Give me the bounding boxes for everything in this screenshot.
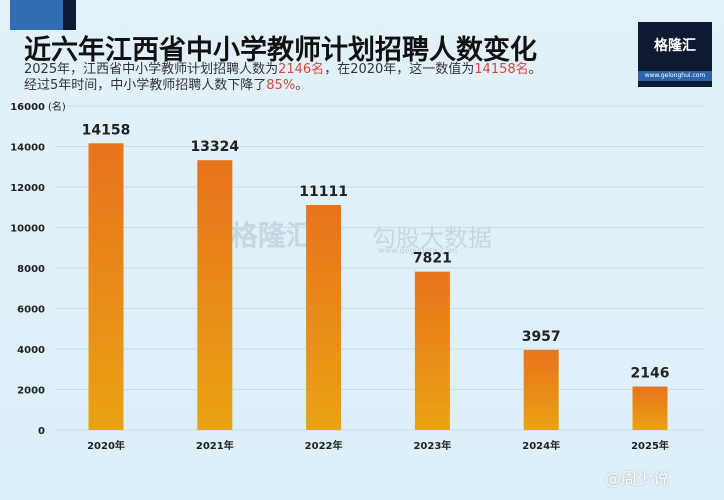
bar — [306, 205, 342, 430]
data-label: 11111 — [299, 184, 348, 200]
data-label: 3957 — [522, 329, 561, 345]
bar — [88, 143, 124, 430]
y-tick-label: 2000 — [17, 386, 45, 397]
subtitle-text: 。 — [528, 62, 542, 77]
x-tick-label: 2024年 — [522, 439, 560, 452]
data-label: 2146 — [631, 366, 670, 382]
author-credit: @周少说 — [605, 469, 670, 488]
subtitle-text: 2025年，江西省中小学教师计划招聘人数为 — [24, 62, 279, 77]
bar — [197, 160, 233, 430]
chart-subtitle: 2025年，江西省中小学教师计划招聘人数为2146名，在2020年，这一数值为1… — [24, 62, 542, 94]
y-tick-label: 12000 — [10, 183, 45, 194]
y-tick-label: 10000 — [10, 224, 45, 235]
x-tick-label: 2022年 — [305, 439, 343, 452]
data-label: 7821 — [413, 251, 452, 267]
data-label: 14158 — [82, 122, 131, 138]
subtitle-highlight: 14158名 — [474, 62, 529, 77]
watermark-name: 勾股大数据 — [372, 224, 492, 252]
bar — [523, 349, 559, 430]
header-decoration — [10, 0, 76, 30]
logo-url: www.gelonghui.com — [638, 71, 712, 81]
subtitle-text: 。 — [295, 78, 309, 93]
logo-text: 格隆汇 — [654, 38, 696, 54]
x-tick-label: 2020年 — [87, 439, 125, 452]
subtitle-highlight: 85% — [266, 78, 296, 93]
bar — [414, 271, 450, 430]
y-tick-label: 6000 — [17, 305, 45, 316]
chart-title: 近六年江西省中小学教师计划招聘人数变化 — [24, 35, 537, 66]
x-tick-label: 2023年 — [413, 439, 451, 452]
subtitle-highlight: 2146名 — [278, 62, 325, 77]
y-tick-label: 14000 — [10, 143, 45, 154]
brand-logo: 格隆汇 www.gelonghui.com — [638, 22, 712, 87]
watermark-url: www.gogudata.com — [378, 246, 458, 255]
subtitle-text: 经过5年时间，中小学教师招聘人数下降了 — [24, 78, 267, 93]
x-tick-label: 2021年 — [196, 439, 234, 452]
y-tick-label: 0 — [38, 426, 45, 437]
y-tick-label: 4000 — [17, 345, 45, 356]
y-unit-label: (名) — [48, 100, 66, 113]
y-tick-label: 8000 — [17, 264, 45, 275]
data-label: 13324 — [190, 139, 239, 155]
watermark-brand: 格隆汇 — [230, 219, 315, 252]
subtitle-text: ，在2020年，这一数值为 — [324, 62, 475, 77]
bar — [632, 386, 668, 430]
y-tick-label: 16000 — [10, 102, 45, 113]
x-tick-label: 2025年 — [631, 439, 669, 452]
